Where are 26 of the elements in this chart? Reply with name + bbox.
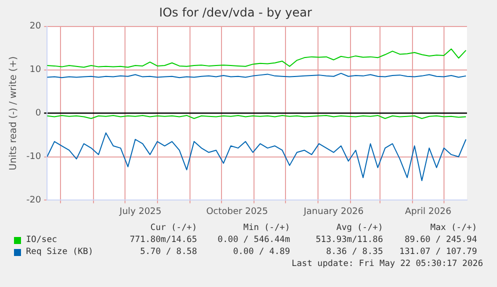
legend-label: Req Size (KB) bbox=[26, 247, 94, 257]
text: 131.07 / 107.79 bbox=[399, 247, 477, 257]
text: 0.00 / 546.44m bbox=[218, 235, 290, 245]
y-tick-label: -10 bbox=[26, 152, 42, 162]
chart-title: IOs for /dev/vda - by year bbox=[159, 5, 312, 20]
text: Last update: Fri May 22 05:30:17 2026 bbox=[292, 259, 483, 269]
text: 0.00 / 4.89 bbox=[233, 247, 290, 257]
text: 8.36 / 8.35 bbox=[326, 247, 383, 257]
legend-label: IO/sec bbox=[26, 235, 58, 245]
y-tick-label: 0 bbox=[35, 108, 42, 119]
text: Cur (-/+) bbox=[150, 223, 197, 233]
y-tick-label: -20 bbox=[26, 196, 42, 206]
y-tick-label: 10 bbox=[30, 65, 42, 76]
x-tick-label: July 2025 bbox=[118, 206, 162, 217]
x-tick-label: January 2026 bbox=[302, 206, 364, 217]
y-axis-title: Units read (-) / write (+) bbox=[8, 56, 20, 170]
text: Max (-/+) bbox=[430, 223, 477, 233]
text: 513.93m/11.86 bbox=[316, 235, 383, 245]
text: Avg (-/+) bbox=[336, 223, 383, 233]
x-tick-label: April 2026 bbox=[404, 206, 452, 217]
y-tick-label: 20 bbox=[30, 22, 42, 32]
text: 89.60 / 245.94 bbox=[404, 235, 477, 245]
text: Min (-/+) bbox=[243, 223, 290, 233]
text: 5.70 / 8.58 bbox=[140, 247, 197, 257]
text: 771.80m/14.65 bbox=[130, 235, 197, 245]
x-tick-label: October 2025 bbox=[206, 206, 268, 217]
